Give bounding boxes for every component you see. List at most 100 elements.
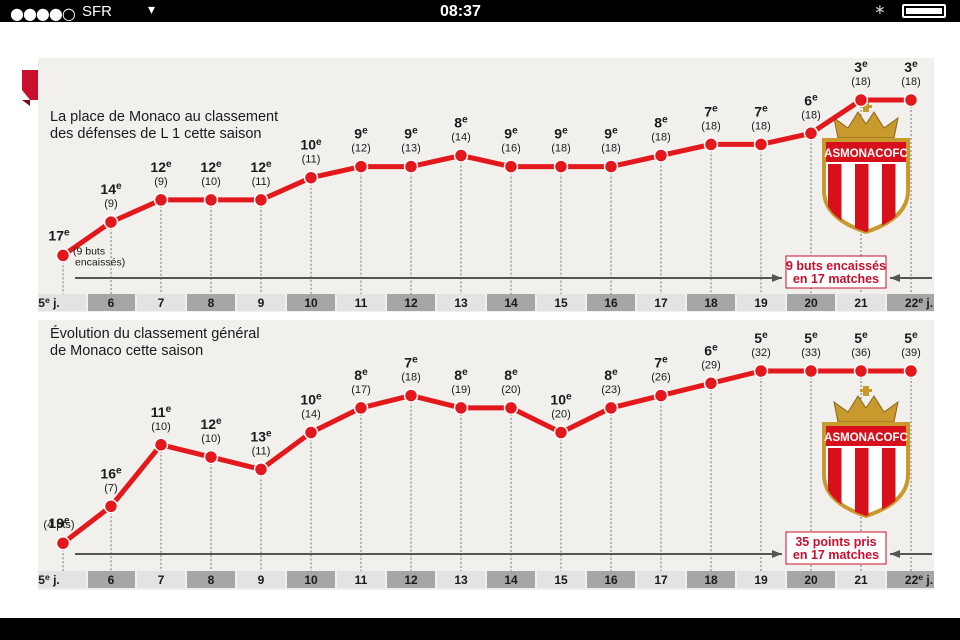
annotation-frame: [785, 531, 887, 565]
axis-cell: [187, 294, 235, 311]
point-sublabel: (7): [104, 482, 117, 494]
crest-stripe: [882, 164, 896, 232]
axis-cell: [837, 571, 885, 588]
point-sublabel: (18): [401, 372, 421, 384]
title-ribbon-fold: [22, 100, 30, 106]
x-tick-label: 7: [158, 296, 165, 310]
series-line: [61, 368, 911, 546]
series-line: [61, 97, 911, 258]
data-point: [103, 499, 119, 514]
as-monaco-crest: ASMONACOFC: [822, 102, 910, 235]
bottom-bar: [0, 618, 960, 640]
axis-cell: [887, 294, 934, 311]
axis-cell: [88, 294, 135, 311]
point-sublabel: (36): [851, 347, 871, 359]
rank-label: 9e: [554, 126, 568, 142]
rank-label: 17e: [48, 227, 70, 243]
crest-stripe: [855, 448, 869, 516]
axis-cell: [337, 571, 385, 588]
data-point: [803, 363, 819, 379]
point-sublabel: (14): [301, 409, 321, 421]
crest-band: [826, 142, 906, 162]
infographic: Le verrou qui rapporte grosLa place de M…: [22, 58, 934, 590]
status-clock: 08:37: [440, 3, 481, 20]
data-point: [303, 170, 319, 185]
x-tick-label: 17: [654, 573, 668, 587]
span-arrow-head: [772, 274, 782, 282]
axis-cell: [137, 294, 185, 311]
x-tick-label: 11: [355, 573, 368, 587]
axis-cell: [687, 294, 735, 311]
x-tick-label: 9: [258, 296, 265, 310]
x-tick-label: 16: [604, 573, 618, 587]
axis-cell: [287, 294, 335, 311]
rank-label: 3e: [854, 59, 868, 75]
crown-icon: [833, 111, 899, 139]
panel-subtitle: Évolution du classement général: [50, 325, 260, 342]
data-point: [653, 148, 669, 163]
panel-subtitle: de Monaco cette saison: [50, 343, 203, 359]
crest-stripe: [855, 164, 869, 232]
x-tick-label: 13: [454, 573, 468, 587]
point-sublabel: (11): [302, 154, 321, 166]
x-tick-label: 12: [404, 296, 418, 310]
data-point: [853, 92, 869, 108]
axis-cell: [337, 294, 385, 311]
rank-label: 7e: [654, 355, 668, 371]
x-tick-label: 17: [654, 296, 668, 310]
data-point: [803, 126, 819, 141]
rank-label: 6e: [704, 342, 718, 358]
rank-label: 16e: [100, 465, 122, 481]
rank-label: 9e: [504, 126, 518, 142]
x-tick-label: 5e j.: [38, 295, 60, 310]
data-point: [603, 400, 619, 416]
rank-label: 5e: [754, 330, 768, 346]
x-tick-label: 22e j.: [905, 295, 933, 310]
rank-label: 3e: [904, 59, 918, 75]
x-tick-label: 8: [208, 296, 215, 310]
crest-stripe: [882, 448, 896, 516]
axis-cell: [787, 571, 835, 588]
rank-label: 7e: [754, 103, 768, 119]
x-tick-label: 16: [604, 296, 618, 310]
point-sublabel: (12): [351, 143, 371, 155]
annotation-text: 35 points pris: [795, 535, 876, 549]
x-tick-label: 6: [108, 573, 115, 587]
x-tick-label: 7: [158, 573, 165, 587]
data-point: [753, 363, 769, 379]
rank-label: 9e: [354, 126, 368, 142]
x-tick-label: 19: [754, 573, 768, 587]
data-point: [55, 535, 71, 551]
rank-label: 8e: [454, 115, 468, 131]
point-sublabel: (18): [901, 76, 921, 88]
infographic-page: Le verrou qui rapporte grosLa place de M…: [0, 22, 960, 618]
axis-cell: [787, 294, 835, 311]
point-sublabel: (29): [701, 359, 721, 371]
x-tick-label: 10: [304, 573, 318, 587]
rank-label: 12e: [150, 159, 172, 175]
rank-label: 7e: [404, 355, 418, 371]
rank-label: 19e: [48, 515, 70, 531]
data-point: [753, 137, 769, 152]
axis-cell: [687, 571, 735, 588]
axis-cell: [38, 571, 86, 588]
rank-label: 8e: [504, 367, 518, 383]
data-point: [903, 363, 919, 379]
rank-label: 9e: [604, 126, 618, 142]
point-sublabel: (18): [851, 76, 871, 88]
panel-background: [38, 320, 934, 590]
axis-cell: [487, 294, 535, 311]
axis-cell: [587, 571, 635, 588]
rank-label: 8e: [454, 367, 468, 383]
data-point: [253, 462, 269, 477]
annotation-text: en 17 matches: [793, 272, 879, 286]
axis-cell: [237, 294, 285, 311]
annotation-frame: [785, 255, 887, 289]
crest-band: [826, 426, 906, 446]
rank-label: 5e: [804, 330, 818, 346]
rank-label: 5e: [904, 330, 918, 346]
span-arrow-head: [890, 550, 900, 558]
crest-text: ASMONACOFC: [824, 432, 908, 444]
x-tick-label: 21: [854, 573, 868, 587]
axis-cell: [387, 571, 435, 588]
